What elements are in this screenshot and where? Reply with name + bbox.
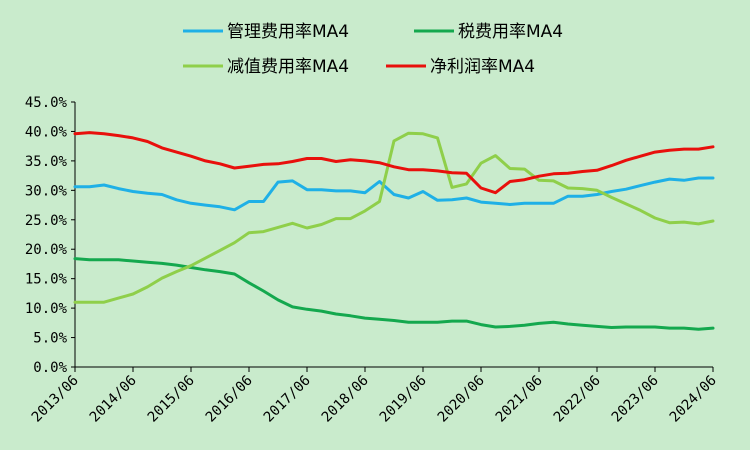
y-tick-label: 45.0% xyxy=(25,95,68,111)
x-tick-label: 2024/06 xyxy=(667,373,720,426)
series-line-2 xyxy=(73,131,715,304)
x-tick-label: 2021/06 xyxy=(493,373,546,426)
x-tick-label: 2015/06 xyxy=(145,373,198,426)
legend-item-3: 净利润率MA4 xyxy=(386,57,535,77)
y-tick-label: 25.0% xyxy=(25,213,68,229)
y-tick-label: 35.0% xyxy=(25,154,68,170)
y-tick-label: 10.0% xyxy=(25,301,68,317)
legend-item-2: 减值费用率MA4 xyxy=(183,57,349,77)
y-tick-label: 0.0% xyxy=(33,360,67,376)
legend-item-0: 管理费用率MA4 xyxy=(183,22,349,42)
legend-label: 税费用率MA4 xyxy=(458,22,563,42)
x-tick-label: 2023/06 xyxy=(609,373,662,426)
legend-label: 净利润率MA4 xyxy=(430,57,535,77)
legend: 管理费用率MA4 税费用率MA4 减值费用率MA4 净利润率MA4 xyxy=(183,22,563,77)
y-tick-label: 5.0% xyxy=(33,331,67,347)
y-tick-label: 20.0% xyxy=(25,242,68,258)
legend-label: 管理费用率MA4 xyxy=(227,22,349,42)
x-tick-label: 2018/06 xyxy=(319,373,372,426)
x-tick-label: 2014/06 xyxy=(87,373,140,426)
x-tick-label: 2019/06 xyxy=(377,373,430,426)
legend-label: 减值费用率MA4 xyxy=(227,57,349,77)
legend-item-1: 税费用率MA4 xyxy=(414,22,563,42)
x-tick-label: 2017/06 xyxy=(261,373,314,426)
series-line-1 xyxy=(73,257,715,331)
y-tick-label: 40.0% xyxy=(25,124,68,140)
y-tick-label: 15.0% xyxy=(25,272,68,288)
plot-area xyxy=(73,131,715,331)
x-tick-label: 2020/06 xyxy=(435,373,488,426)
x-tick-label: 2016/06 xyxy=(203,373,256,426)
y-tick-label: 30.0% xyxy=(25,183,68,199)
x-tick-label: 2022/06 xyxy=(551,373,604,426)
x-tick-label: 2013/06 xyxy=(29,373,82,426)
series-line-3 xyxy=(73,131,715,195)
series-line-0 xyxy=(73,176,715,212)
